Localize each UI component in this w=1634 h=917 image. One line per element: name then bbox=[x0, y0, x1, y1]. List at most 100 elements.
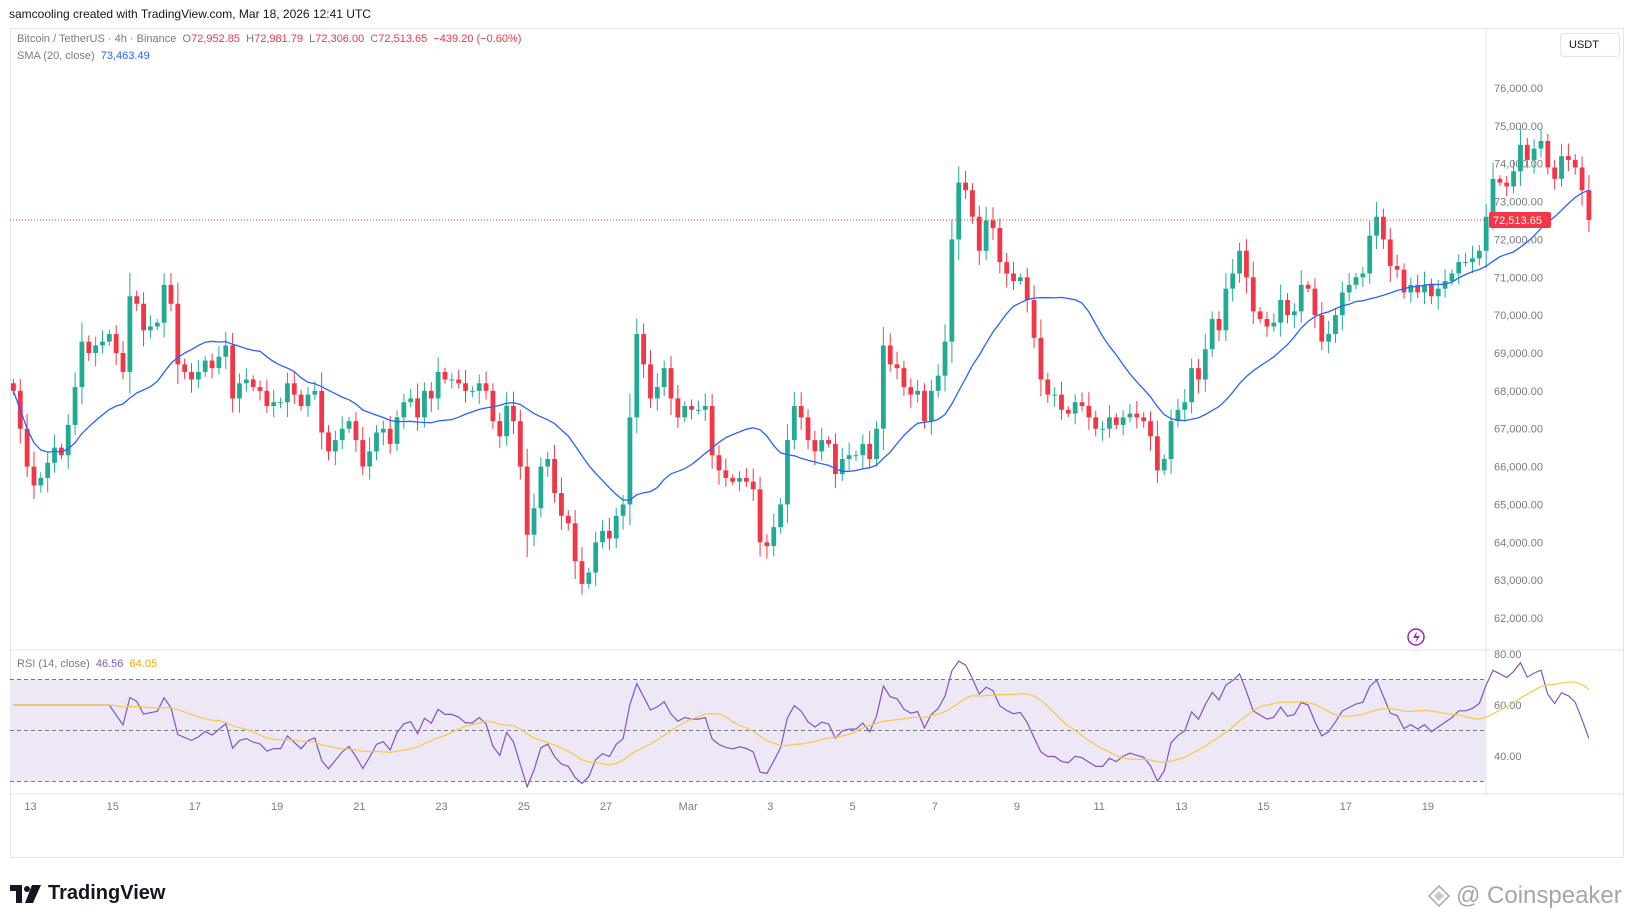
candle[interactable] bbox=[1038, 337, 1044, 380]
candle[interactable] bbox=[1490, 178, 1496, 217]
candle[interactable] bbox=[469, 390, 475, 392]
candle[interactable] bbox=[675, 398, 681, 418]
candle[interactable] bbox=[1271, 322, 1277, 327]
candle[interactable] bbox=[141, 303, 146, 331]
candle[interactable] bbox=[189, 371, 194, 380]
candle[interactable] bbox=[1552, 167, 1558, 179]
candle[interactable] bbox=[723, 470, 729, 478]
candle[interactable] bbox=[620, 504, 626, 516]
candle[interactable] bbox=[504, 406, 510, 437]
candle[interactable] bbox=[1237, 250, 1242, 274]
candle[interactable] bbox=[1531, 148, 1537, 160]
candle[interactable] bbox=[983, 220, 989, 251]
candle[interactable] bbox=[1538, 141, 1544, 149]
candle[interactable] bbox=[1415, 284, 1421, 293]
candle[interactable] bbox=[579, 561, 585, 584]
candle[interactable] bbox=[730, 477, 736, 482]
candle[interactable] bbox=[387, 428, 393, 444]
candle[interactable] bbox=[606, 530, 612, 539]
candle[interactable] bbox=[312, 390, 318, 395]
candle[interactable] bbox=[1374, 216, 1379, 236]
candle[interactable] bbox=[538, 466, 544, 509]
candle[interactable] bbox=[1209, 318, 1215, 350]
candle[interactable] bbox=[1072, 402, 1078, 414]
candle[interactable] bbox=[1367, 235, 1373, 274]
candle[interactable] bbox=[456, 379, 462, 384]
candle[interactable] bbox=[682, 406, 688, 418]
candle[interactable] bbox=[511, 406, 516, 422]
candle[interactable] bbox=[874, 428, 879, 459]
rsi-label[interactable]: RSI (14, close) bbox=[17, 658, 90, 670]
candle[interactable] bbox=[819, 440, 825, 452]
candle[interactable] bbox=[449, 379, 455, 381]
candle[interactable] bbox=[552, 459, 557, 494]
candle[interactable] bbox=[1333, 315, 1338, 335]
candle[interactable] bbox=[326, 432, 331, 452]
candle[interactable] bbox=[1442, 281, 1448, 289]
candle[interactable] bbox=[1148, 421, 1153, 437]
candle[interactable] bbox=[1291, 311, 1297, 316]
candle[interactable] bbox=[305, 394, 311, 406]
candle[interactable] bbox=[1154, 436, 1160, 471]
candle[interactable] bbox=[271, 402, 277, 406]
candle[interactable] bbox=[435, 371, 441, 399]
candle[interactable] bbox=[237, 383, 242, 399]
candle[interactable] bbox=[737, 477, 742, 482]
candle[interactable] bbox=[1017, 277, 1023, 282]
candle[interactable] bbox=[963, 182, 968, 191]
candle[interactable] bbox=[894, 364, 900, 369]
candle[interactable] bbox=[182, 364, 188, 372]
candle[interactable] bbox=[374, 432, 379, 452]
candle[interactable] bbox=[702, 406, 708, 410]
candle[interactable] bbox=[1319, 315, 1325, 342]
candle[interactable] bbox=[689, 406, 694, 410]
candle[interactable] bbox=[1052, 394, 1058, 396]
candle[interactable] bbox=[1476, 250, 1482, 259]
candle[interactable] bbox=[120, 353, 126, 372]
candle[interactable] bbox=[949, 239, 955, 342]
candle[interactable] bbox=[127, 296, 133, 372]
candle[interactable] bbox=[1435, 288, 1441, 297]
candle[interactable] bbox=[1202, 349, 1208, 380]
candle[interactable] bbox=[908, 387, 914, 395]
candle[interactable] bbox=[298, 394, 304, 406]
candle[interactable] bbox=[1004, 262, 1010, 274]
candle[interactable] bbox=[586, 572, 592, 584]
candle[interactable] bbox=[1463, 262, 1469, 264]
candle[interactable] bbox=[956, 182, 962, 240]
candle[interactable] bbox=[757, 489, 763, 543]
candle[interactable] bbox=[990, 220, 996, 229]
candle[interactable] bbox=[1353, 277, 1359, 285]
candle[interactable] bbox=[497, 421, 503, 437]
candle[interactable] bbox=[1381, 216, 1386, 240]
candle[interactable] bbox=[1312, 288, 1318, 316]
candle[interactable] bbox=[1511, 171, 1516, 187]
candle[interactable] bbox=[1093, 417, 1099, 429]
candle[interactable] bbox=[1127, 413, 1133, 418]
candle[interactable] bbox=[100, 341, 105, 346]
candle[interactable] bbox=[565, 515, 571, 524]
candle[interactable] bbox=[209, 360, 215, 369]
candle[interactable] bbox=[1107, 417, 1112, 429]
candle[interactable] bbox=[353, 421, 359, 441]
candle[interactable] bbox=[922, 390, 927, 422]
candle[interactable] bbox=[31, 466, 37, 486]
candle[interactable] bbox=[1168, 421, 1174, 459]
candle[interactable] bbox=[230, 345, 236, 399]
candle[interactable] bbox=[415, 398, 420, 418]
candle[interactable] bbox=[161, 284, 167, 323]
candle[interactable] bbox=[134, 296, 140, 304]
candle[interactable] bbox=[1189, 368, 1195, 403]
candle[interactable] bbox=[1483, 216, 1489, 251]
candle[interactable] bbox=[223, 345, 229, 357]
candle[interactable] bbox=[901, 368, 907, 388]
candle[interactable] bbox=[1141, 417, 1147, 422]
lightning-icon[interactable] bbox=[1407, 628, 1425, 646]
candle[interactable] bbox=[278, 402, 283, 404]
candle[interactable] bbox=[1339, 292, 1345, 316]
candle[interactable] bbox=[887, 345, 893, 365]
candle[interactable] bbox=[1298, 284, 1304, 312]
candle[interactable] bbox=[750, 481, 756, 490]
candle[interactable] bbox=[1586, 190, 1592, 220]
candle[interactable] bbox=[243, 379, 249, 384]
